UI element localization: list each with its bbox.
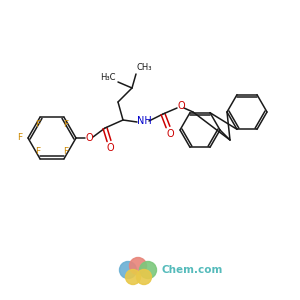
- Text: F: F: [63, 147, 69, 156]
- Text: Chem.com: Chem.com: [161, 265, 222, 275]
- Text: H₃C: H₃C: [100, 73, 116, 82]
- Text: CH₃: CH₃: [136, 64, 152, 73]
- Text: O: O: [85, 133, 93, 143]
- Circle shape: [130, 257, 146, 274]
- Circle shape: [125, 269, 140, 284]
- Text: O: O: [106, 143, 114, 153]
- Text: F: F: [35, 120, 40, 129]
- Text: NH: NH: [136, 116, 152, 126]
- Circle shape: [140, 262, 157, 278]
- Circle shape: [136, 269, 152, 284]
- Text: O: O: [177, 101, 185, 111]
- Text: F: F: [17, 134, 22, 142]
- Text: F: F: [63, 120, 69, 129]
- Circle shape: [119, 262, 136, 278]
- Text: F: F: [35, 147, 40, 156]
- Text: O: O: [166, 129, 174, 139]
